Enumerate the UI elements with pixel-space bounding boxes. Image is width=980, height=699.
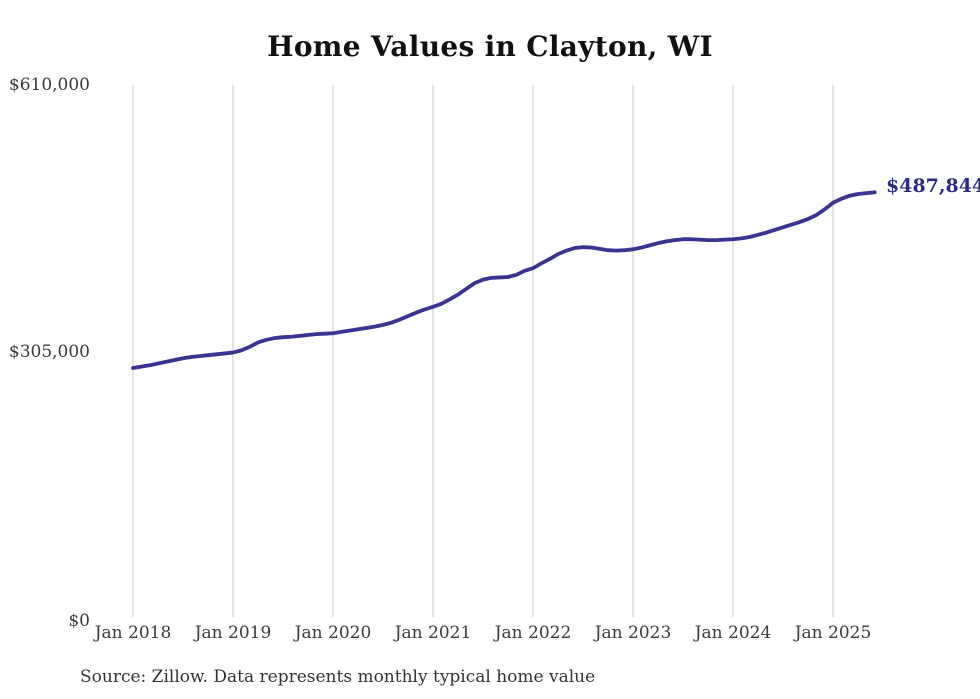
y-axis-tick-label-0: $0	[68, 611, 90, 631]
x-axis-tick-label-jan-2024: Jan 2024	[694, 623, 772, 643]
series-end-value-label: $487,844	[886, 175, 980, 197]
x-axis-tick-label-jan-2020: Jan 2020	[294, 623, 372, 643]
home-value-line	[131, 190, 877, 370]
x-axis-tick-label-jan-2025: Jan 2025	[794, 623, 872, 643]
x-axis-tick-label-jan-2019: Jan 2019	[194, 623, 272, 643]
x-axis-tick-label-jan-2023: Jan 2023	[594, 623, 672, 643]
x-axis-tick-label-jan-2021: Jan 2021	[394, 623, 472, 643]
x-axis-tick-label-jan-2018: Jan 2018	[94, 623, 172, 643]
source-attribution: Source: Zillow. Data represents monthly …	[80, 667, 596, 687]
y-axis-tick-label-610000: $610,000	[8, 75, 90, 95]
chart-title: Home Values in Clayton, WI	[267, 30, 713, 63]
x-axis-tick-label-jan-2022: Jan 2022	[494, 623, 572, 643]
y-axis-tick-label-305000: $305,000	[8, 342, 90, 362]
